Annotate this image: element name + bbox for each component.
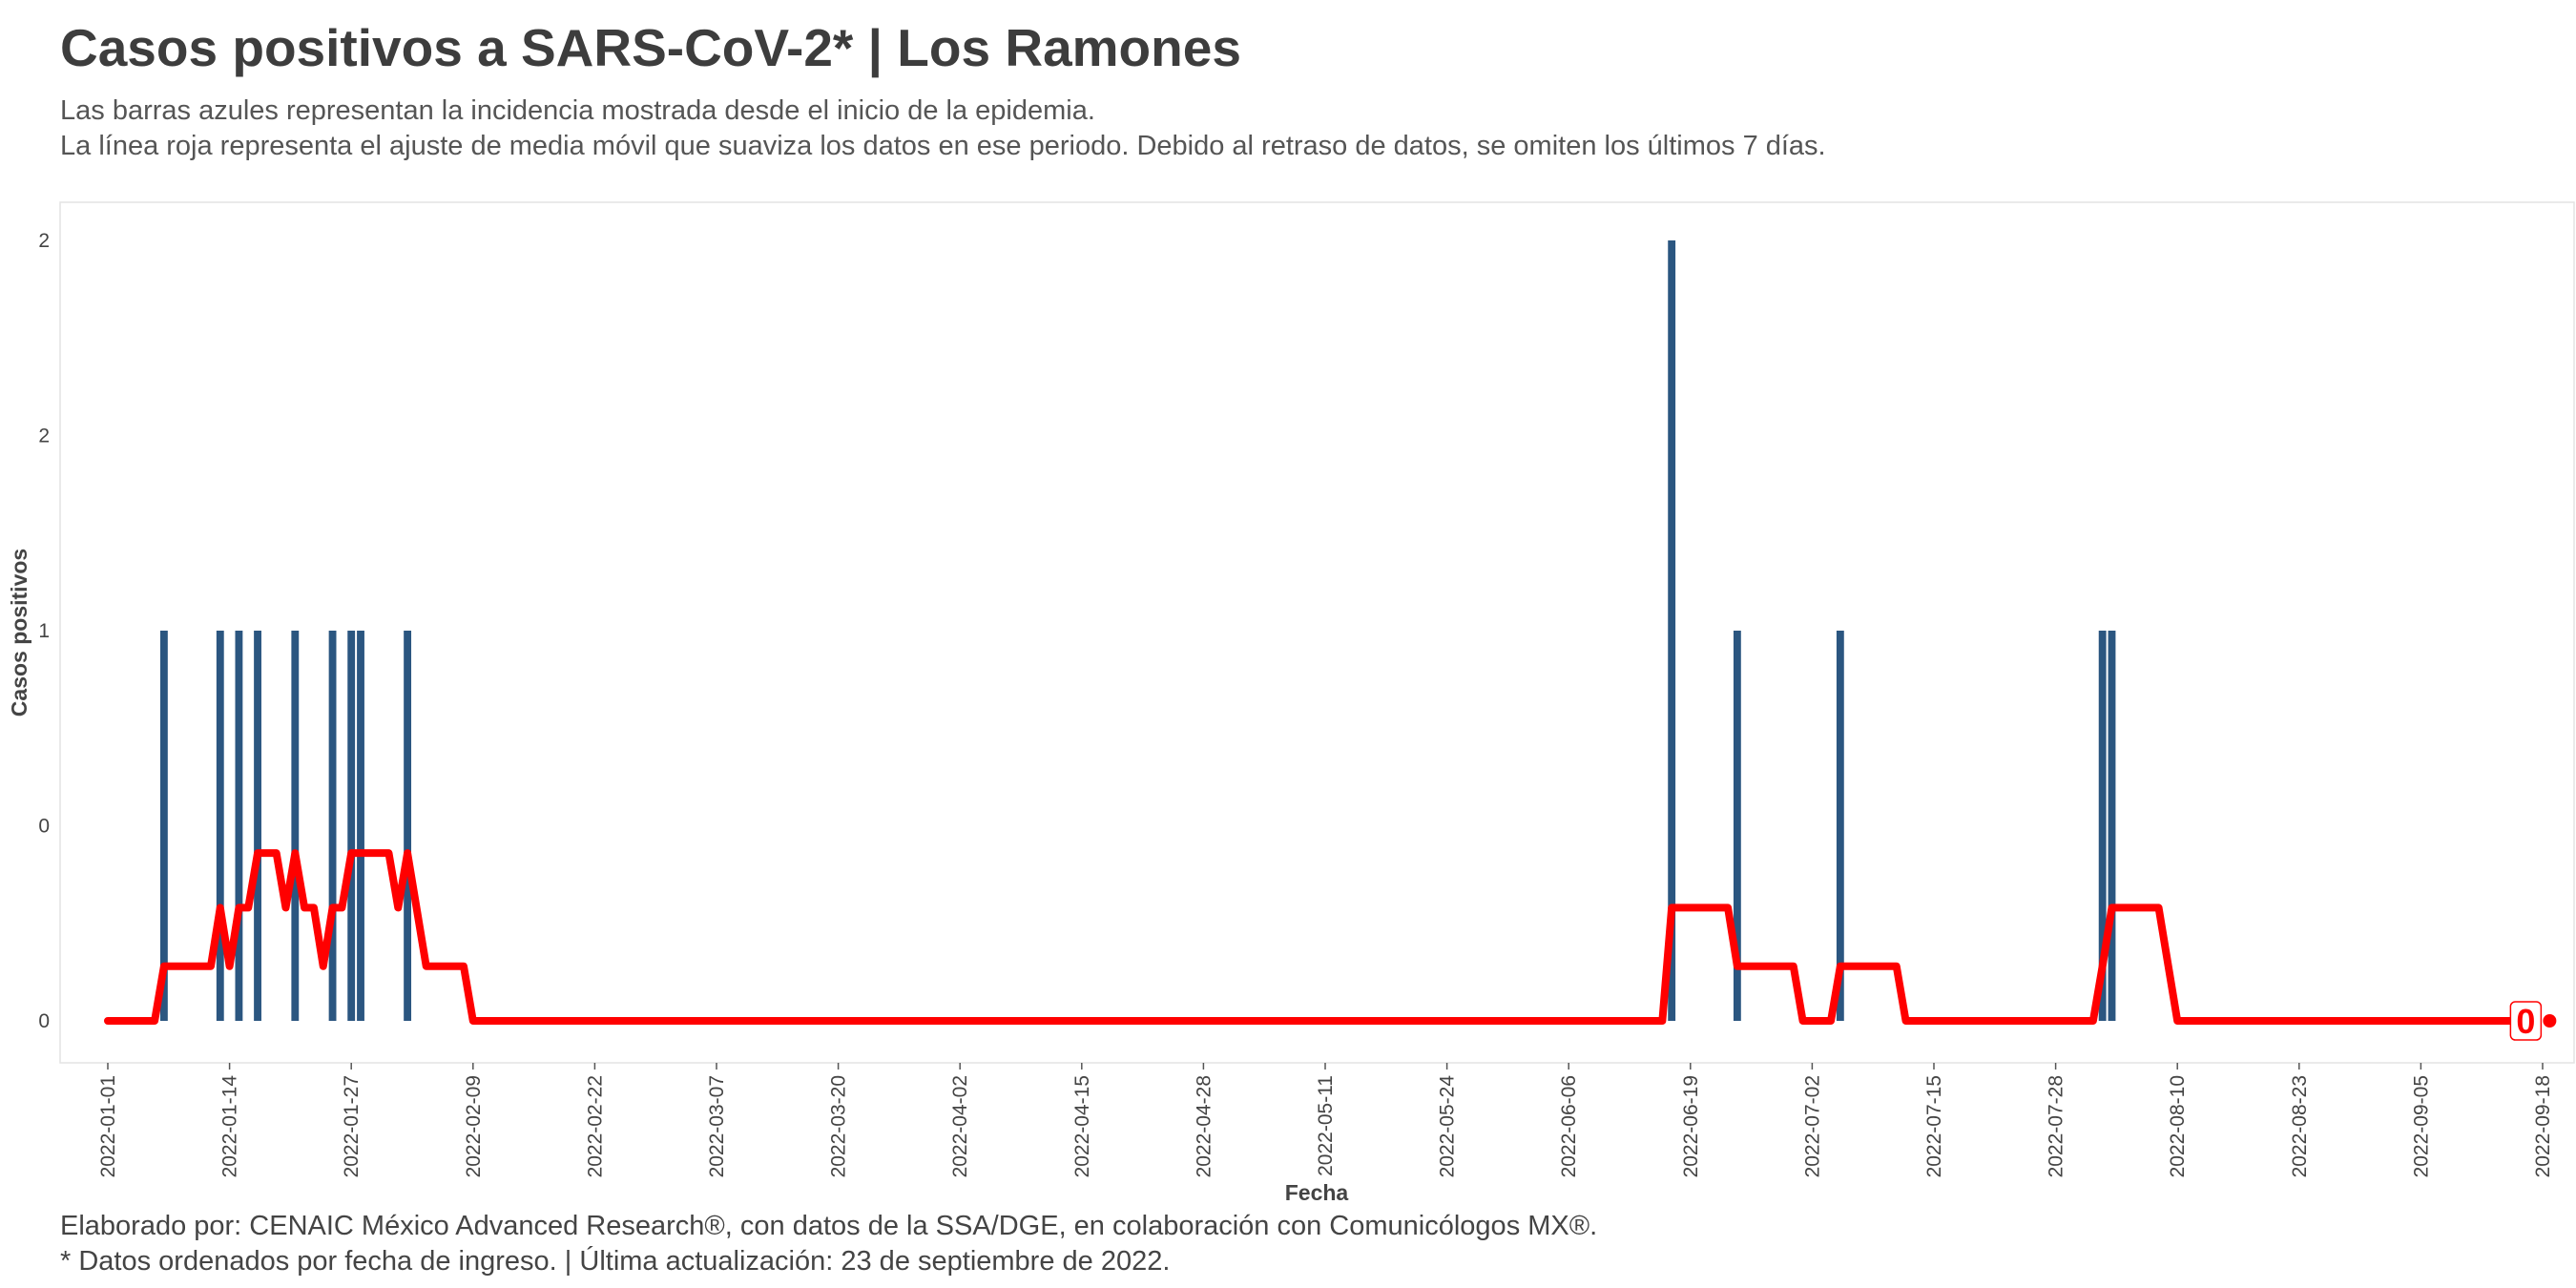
x-tick-label: 2022-05-11: [1315, 1075, 1337, 1176]
subtitle-line-1: Las barras azules representan la inciden…: [60, 95, 1095, 126]
x-tick-label: 2022-07-15: [1923, 1075, 1945, 1177]
x-tick-label: 2022-09-18: [2532, 1075, 2554, 1177]
bar: [254, 631, 261, 1021]
x-tick-label: 2022-09-05: [2410, 1075, 2432, 1177]
chart-title: Casos positivos a SARS-CoV-2* | Los Ramo…: [60, 18, 1241, 77]
bar: [328, 631, 337, 1021]
chart-caption: Elaborado por: CENAIC México Advanced Re…: [60, 1209, 1597, 1279]
x-tick-label: 2022-01-27: [341, 1075, 363, 1177]
plot-panel: [59, 201, 2575, 1064]
x-tick-label: 2022-02-09: [463, 1075, 485, 1177]
y-axis-title: Casos positivos: [7, 549, 31, 717]
bar: [216, 631, 224, 1021]
y-tick-label: 2: [38, 426, 50, 447]
y-tick-label: 2: [38, 230, 50, 252]
x-tick-label: 2022-08-10: [2167, 1075, 2189, 1177]
x-axis-title: Fecha: [1285, 1180, 1349, 1205]
caption-line-1: Elaborado por: CENAIC México Advanced Re…: [60, 1211, 1598, 1241]
bar: [235, 631, 243, 1021]
x-tick-label: 2022-04-28: [1193, 1075, 1215, 1177]
bar: [2108, 631, 2116, 1021]
bar: [1668, 240, 1676, 1021]
bar: [2098, 631, 2107, 1021]
x-tick-label: 2022-07-28: [2046, 1075, 2067, 1177]
y-tick-label: 1: [38, 620, 50, 642]
x-tick-label: 2022-06-19: [1680, 1075, 1702, 1177]
x-tick-label: 2022-02-22: [584, 1075, 606, 1177]
x-tick-label: 2022-01-01: [97, 1075, 119, 1177]
bar: [1733, 631, 1741, 1021]
bar: [357, 631, 364, 1021]
x-tick-label: 2022-06-06: [1558, 1075, 1580, 1177]
x-tick-label: 2022-04-02: [949, 1075, 971, 1177]
chart-subtitle: Las barras azules representan la inciden…: [60, 93, 1826, 164]
subtitle-line-2: La línea roja representa el ajuste de me…: [60, 131, 1826, 161]
moving-average-series: 0: [104, 849, 2557, 1041]
x-tick-label: 2022-05-24: [1437, 1075, 1459, 1178]
x-tick-label: 2022-01-14: [219, 1075, 241, 1178]
x-tick-label: 2022-03-07: [706, 1075, 728, 1177]
end-label-box: [2509, 1001, 2543, 1041]
bar: [291, 631, 300, 1021]
line-end-point: [2543, 1014, 2557, 1028]
y-tick-label: 0: [38, 816, 50, 838]
x-axis: 2022-01-01 2022-01-14 2022-01-27 2022-02-09…: [97, 1063, 2554, 1177]
bar: [1836, 631, 1844, 1021]
bar: [404, 631, 412, 1021]
y-tick-label: 0: [38, 1010, 50, 1032]
y-axis: 0 0 1 2 2: [38, 230, 50, 1032]
bar-series: [159, 240, 2116, 1021]
x-tick-label: 2022-08-23: [2289, 1075, 2311, 1177]
x-tick-label: 2022-07-02: [1801, 1075, 1823, 1177]
bar: [159, 631, 168, 1021]
x-tick-label: 2022-03-20: [828, 1075, 850, 1177]
x-tick-label: 2022-04-15: [1071, 1075, 1093, 1177]
end-label: 0: [2516, 1002, 2535, 1041]
bar: [347, 631, 356, 1021]
caption-line-2: * Datos ordenados por fecha de ingreso. …: [60, 1246, 1171, 1277]
moving-average-line: [104, 849, 2528, 1025]
